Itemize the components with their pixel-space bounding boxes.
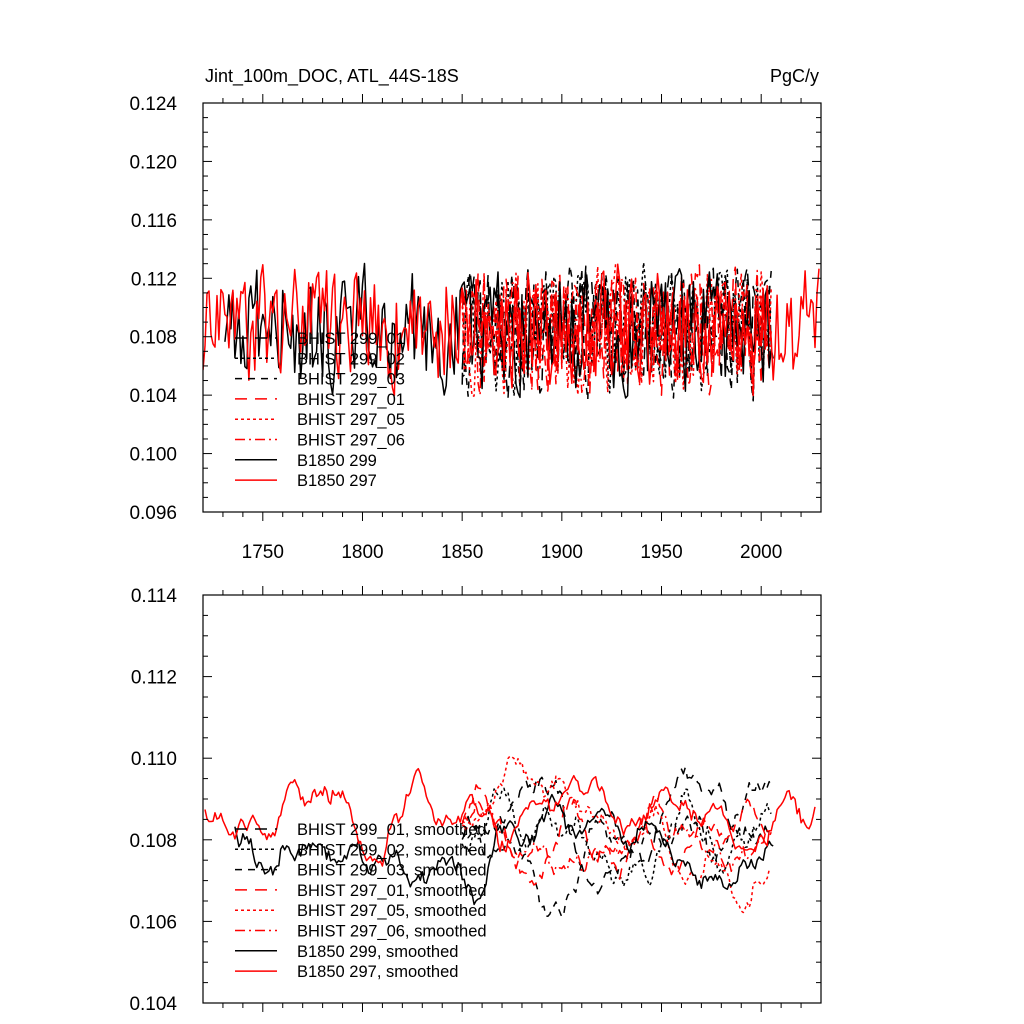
series-line-b1850-297	[203, 263, 820, 397]
series-group	[204, 755, 816, 918]
plot-panel-2: 0.104 0.106 0.108 0.110 0.112 0.114 BHIST 299_…	[129, 586, 822, 1015]
legend-label: B1850 297, smoothed	[297, 963, 458, 981]
legend-label: BHIST 299_03, smoothed	[297, 862, 487, 880]
series-line-bhist-299-01-smoothed	[461, 766, 772, 895]
series-group	[203, 261, 820, 402]
legend-label: BHIST 297_01, smoothed	[297, 882, 487, 900]
series-line-bhist-299-02-smoothed	[461, 787, 772, 888]
legend-label: BHIST 299_01, smoothed	[297, 821, 487, 839]
x-tick-label: 1800	[341, 542, 383, 563]
x-tick-label: 1950	[640, 542, 682, 563]
legend-label: BHIST 297_05, smoothed	[297, 902, 487, 920]
series-line-bhist-297-01-smoothed	[461, 784, 772, 886]
legend-label: BHIST 297_01	[297, 391, 405, 409]
units-label: PgC/y	[770, 66, 819, 86]
y-tick-label: 0.112	[131, 269, 177, 290]
legend-label: B1850 297	[297, 472, 377, 490]
y-tick-label: 0.116	[131, 211, 177, 232]
y-tick-label: 0.108	[129, 831, 177, 852]
series-line-bhist-299-02	[461, 261, 772, 401]
legend-label: BHIST 297_05	[297, 411, 405, 429]
series-line-bhist-297-05-smoothed	[461, 755, 772, 914]
y-tick-label: 0.112	[131, 668, 177, 689]
y-tick-label: 0.106	[129, 912, 177, 933]
series-line-b1850-297-smoothed	[204, 767, 816, 867]
plot-panel-1: 1750 1800 1850 1900 1950 2000 0.096 0.100 0.104 0…	[129, 66, 822, 563]
series-line-bhist-297-06	[461, 269, 772, 397]
legend-label: BHIST 299_03	[297, 371, 405, 389]
series-line-b1850-299	[224, 262, 774, 399]
legend: BHIST 299_01 BHIST 299_02 BHIST 299_03 BHIS…	[235, 330, 405, 490]
plot-frame	[202, 594, 822, 1004]
legend-label: BHIST 297_06, smoothed	[297, 923, 487, 941]
series-line-bhist-297-06-smoothed	[461, 795, 772, 876]
legend-label: BHIST 297_06	[297, 432, 405, 450]
chart-title: Jint_100m_DOC, ATL_44S-18S	[205, 66, 459, 87]
legend-label: BHIST 299_02	[297, 350, 405, 368]
x-tick-label: 1900	[541, 542, 583, 563]
y-tick-label: 0.124	[129, 94, 177, 115]
y-tick-label: 0.108	[129, 328, 177, 349]
y-tick-label: 0.100	[129, 445, 177, 466]
y-tick-label: 0.104	[129, 994, 177, 1015]
legend-label: BHIST 299_01	[297, 330, 405, 348]
x-tick-label: 1750	[242, 542, 284, 563]
legend-label: B1850 299, smoothed	[297, 943, 458, 961]
legend: BHIST 299_01, smoothed BHIST 299_02, smoo…	[235, 821, 487, 981]
y-tick-label: 0.096	[129, 503, 177, 524]
y-tick-label: 0.110	[131, 749, 177, 770]
legend-label: BHIST 299_02, smoothed	[297, 841, 487, 859]
x-tick-label: 2000	[740, 542, 782, 563]
y-tick-label: 0.104	[129, 386, 177, 407]
y-tick-label: 0.120	[129, 152, 177, 173]
x-tick-label: 1850	[441, 542, 483, 563]
y-tick-label: 0.114	[131, 586, 178, 607]
legend-label: B1850 299	[297, 452, 377, 470]
series-line-b1850-299-smoothed	[234, 793, 774, 906]
